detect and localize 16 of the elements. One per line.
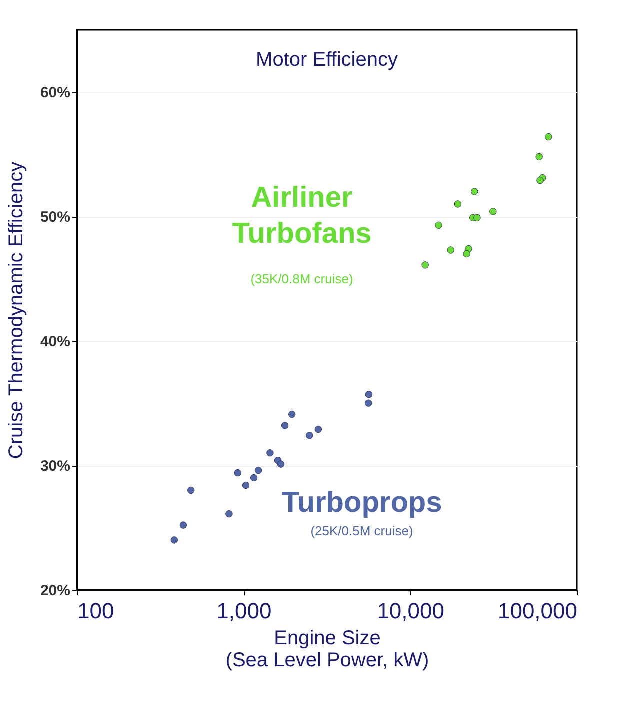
y-tick-label: 40% <box>40 334 70 351</box>
annotation: (25K/0.5M cruise) <box>310 524 414 539</box>
series-label: Turboprops <box>282 487 442 520</box>
y-axis-title: Cruise Thermodynamic Efficiency <box>5 162 28 460</box>
x-tick-label: 100 <box>78 598 114 624</box>
y-tick-label: 50% <box>40 209 70 226</box>
x-tick-label: 1,000 <box>216 598 272 624</box>
y-tick-label: 20% <box>40 582 70 600</box>
x-axis-title: Engine Size (Sea Level Power, kW) <box>226 628 430 672</box>
series-label: Airliner Turbofans <box>232 182 372 250</box>
text: Motor Efficiency <box>256 49 398 71</box>
annotation: (35K/0.8M cruise) <box>250 272 354 287</box>
x-tick-label: 100,000 <box>498 598 578 624</box>
x-tick-label: 10,000 <box>377 598 444 624</box>
y-tick-label: 30% <box>40 458 70 476</box>
y-tick-label: 60% <box>40 84 70 102</box>
